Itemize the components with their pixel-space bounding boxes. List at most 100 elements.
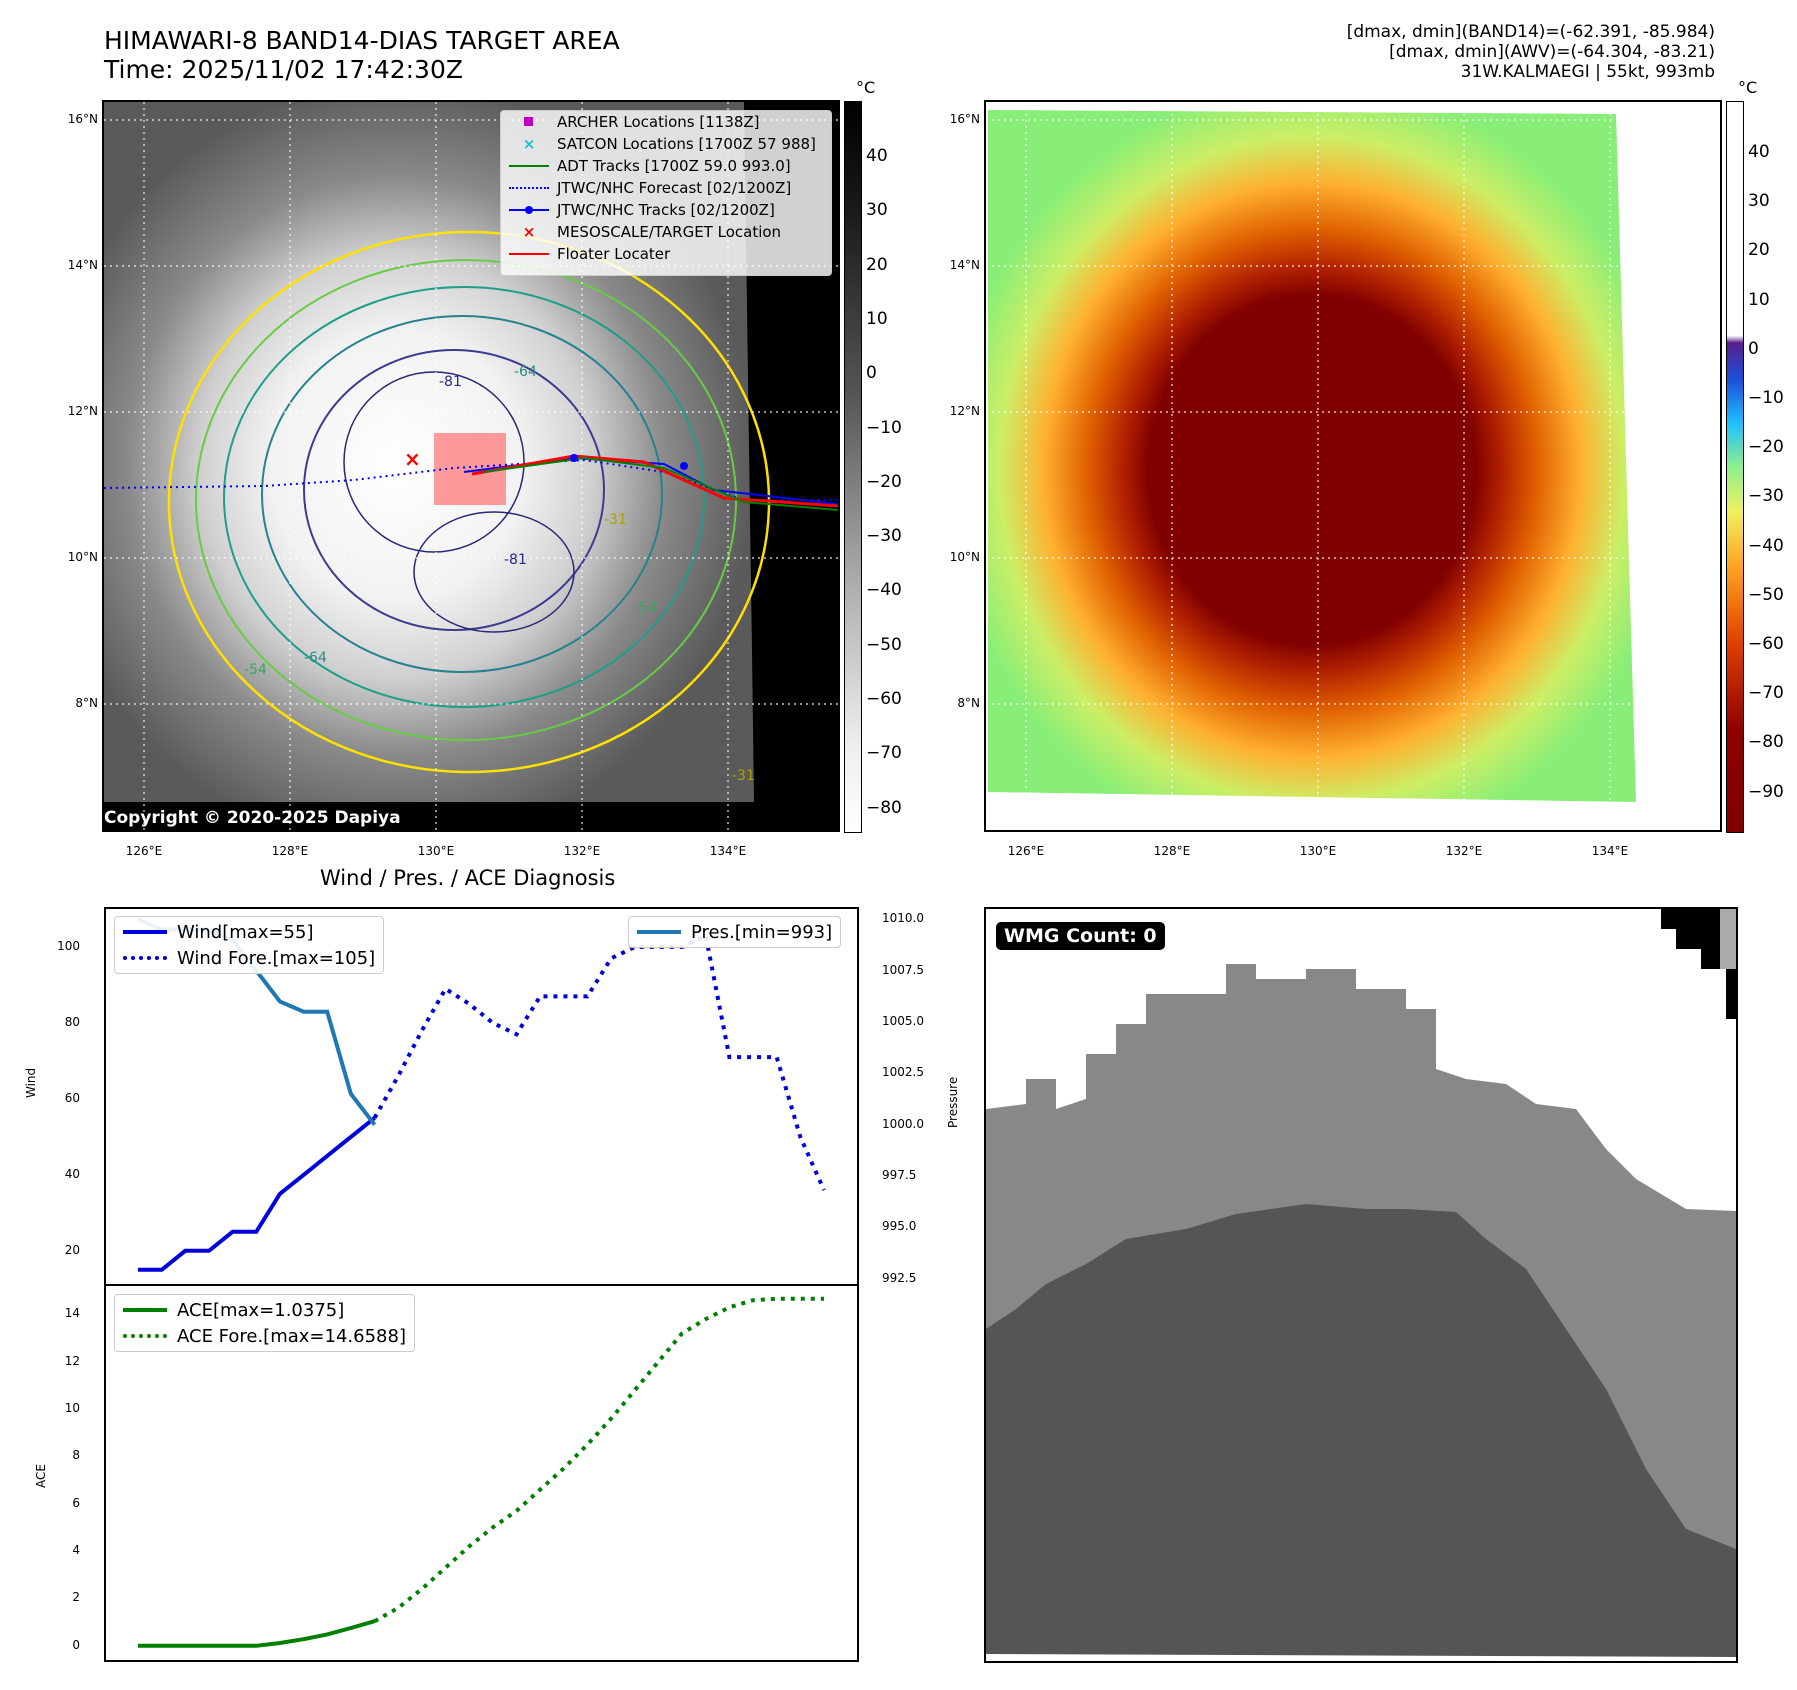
contour-label: -81 — [439, 374, 462, 390]
contour-label: -81 — [504, 552, 527, 568]
pressure-tick-label: 995.0 — [882, 1219, 917, 1234]
ir-colorbar-tick: −80 — [866, 797, 902, 818]
legend-item: ACE Fore.[max=14.6588] — [123, 1323, 406, 1349]
ir-colorbar-unit: °C — [856, 78, 876, 97]
lat-tick-label: 8°N — [957, 696, 980, 710]
legend-item: ACE[max=1.0375] — [123, 1297, 406, 1323]
lat-tick-label: 16°N — [67, 112, 98, 126]
ace-tick-label: 2 — [72, 1590, 80, 1605]
wind-forecast-line — [372, 932, 826, 1191]
x-marker-icon: × — [522, 135, 536, 153]
awv-colorbar-tick: −90 — [1748, 781, 1784, 802]
legend-item: JTWC/NHC Forecast [02/1200Z] — [501, 177, 831, 199]
awv-colorbar-tick: −50 — [1748, 584, 1784, 605]
legend-label: Wind Fore.[max=105] — [177, 947, 376, 969]
legend-item: × MESOSCALE/TARGET Location — [501, 221, 831, 243]
lon-tick-label: 134°E — [1591, 844, 1629, 858]
ace-tick-label: 4 — [72, 1543, 80, 1558]
ace-tick-label: 8 — [72, 1448, 80, 1463]
target-marker: × — [404, 447, 421, 471]
lon-tick-label: 130°E — [1299, 844, 1337, 858]
ir-colorbar-tick: −10 — [866, 417, 902, 438]
ir-colorbar-tick: 20 — [866, 254, 888, 275]
wind-tick-label: 60 — [64, 1090, 80, 1105]
ace-tick-label: 6 — [72, 1495, 80, 1510]
pressure-tick-label: 1000.0 — [882, 1116, 924, 1131]
ace-axis-label: ACE — [34, 1464, 48, 1488]
legend-label: Pres.[min=993] — [691, 921, 833, 943]
ir-legend: ARCHER Locations [1138Z] × SATCON Locati… — [500, 110, 832, 276]
ace-tick-label: 10 — [64, 1401, 80, 1416]
legend-item: Pres.[min=993] — [637, 919, 832, 945]
lat-tick-label: 10°N — [67, 550, 98, 564]
awv-colorbar — [1726, 101, 1744, 833]
ir-colorbar-tick: 30 — [866, 200, 888, 221]
wind-tick-label: 80 — [64, 1014, 80, 1029]
legend-item: ADT Tracks [1700Z 59.0 993.0] — [501, 155, 831, 177]
ir-colorbar-tick: −40 — [866, 580, 902, 601]
awv-colorbar-tick: 30 — [1748, 191, 1770, 212]
ir-map-image: × — [104, 102, 838, 830]
legend-item: Floater Locater — [501, 243, 831, 265]
legend-item: Wind[max=55] — [123, 919, 375, 945]
lat-tick-label: 14°N — [67, 258, 98, 272]
contour-label: -64 — [304, 650, 327, 666]
wind-tick-label: 100 — [57, 938, 80, 953]
square-marker-icon — [509, 115, 549, 129]
lon-tick-label: 128°E — [271, 844, 309, 858]
contour-label: -31 — [732, 768, 755, 784]
wind-series-line — [138, 1116, 376, 1272]
stats-block: [dmax, dmin](BAND14)=(-62.391, -85.984) … — [1347, 22, 1715, 82]
stats-line-3: 31W.KALMAEGI | 55kt, 993mb — [1460, 62, 1715, 82]
legend-item: ARCHER Locations [1138Z] — [501, 111, 831, 133]
ir-colorbar-tick: −70 — [866, 743, 902, 764]
lat-tick-label: 8°N — [75, 696, 98, 710]
pressure-tick-label: 1005.0 — [882, 1014, 924, 1028]
ir-colorbar — [844, 101, 862, 833]
lat-tick-label: 12°N — [67, 404, 98, 418]
wind-legend: Wind[max=55] Wind Fore.[max=105] — [114, 916, 385, 974]
solid-line-icon — [123, 1308, 167, 1312]
dotted-line-icon — [509, 181, 549, 195]
solid-line-icon — [123, 930, 167, 934]
awv-colorbar-tick: 10 — [1748, 289, 1770, 310]
ace-series-line — [138, 1619, 376, 1648]
legend-label: Floater Locater — [557, 245, 671, 263]
ir-colorbar-tick: −50 — [866, 634, 902, 655]
legend-label: Wind[max=55] — [177, 921, 314, 943]
pressure-axis-label: Pressure — [946, 1076, 960, 1128]
awv-colorbar-tick: 0 — [1748, 338, 1759, 359]
legend-item: × SATCON Locations [1700Z 57 988] — [501, 133, 831, 155]
copyright-text: Copyright © 2020-2025 Dapiya — [104, 808, 401, 828]
awv-colorbar-tick: −60 — [1748, 634, 1784, 654]
contour-label: -54 — [244, 662, 267, 678]
title-line-2: Time: 2025/11/02 17:42:30Z — [104, 55, 463, 84]
lat-tick-label: 12°N — [949, 404, 980, 418]
ir-colorbar-tick: −30 — [866, 526, 902, 547]
title-line-1: HIMAWARI-8 BAND14-DIAS TARGET AREA — [104, 26, 620, 55]
legend-label: JTWC/NHC Tracks [02/1200Z] — [557, 201, 775, 219]
lon-tick-label: 126°E — [125, 844, 163, 858]
lon-tick-label: 132°E — [1445, 844, 1483, 858]
lon-tick-label: 134°E — [709, 844, 747, 858]
line-dot-icon — [509, 203, 549, 217]
pressure-tick-label: 997.5 — [882, 1168, 917, 1183]
ir-colorbar-tick: 40 — [866, 146, 888, 166]
pressure-legend: Pres.[min=993] — [628, 916, 842, 948]
ace-tick-label: 0 — [72, 1637, 80, 1652]
wmg-panel — [984, 907, 1738, 1663]
lat-tick-label: 16°N — [949, 112, 980, 126]
wind-axis-label: Wind — [24, 1067, 38, 1098]
line-icon — [509, 159, 549, 173]
legend-item: Wind Fore.[max=105] — [123, 945, 375, 971]
ir-colorbar-tick: 0 — [866, 363, 877, 384]
awv-colorbar-unit: °C — [1738, 78, 1758, 97]
wind-tick-label: 40 — [64, 1166, 80, 1181]
ace-legend: ACE[max=1.0375] ACE Fore.[max=14.6588] — [114, 1294, 415, 1352]
awv-colorbar-tick: −30 — [1748, 486, 1784, 507]
dotted-line-icon — [123, 1334, 167, 1338]
legend-label: SATCON Locations [1700Z 57 988] — [557, 135, 816, 153]
contour-label: -64 — [514, 364, 537, 380]
stats-line-1: [dmax, dmin](BAND14)=(-62.391, -85.984) — [1346, 22, 1715, 42]
awv-colorbar-tick: 40 — [1748, 142, 1770, 162]
